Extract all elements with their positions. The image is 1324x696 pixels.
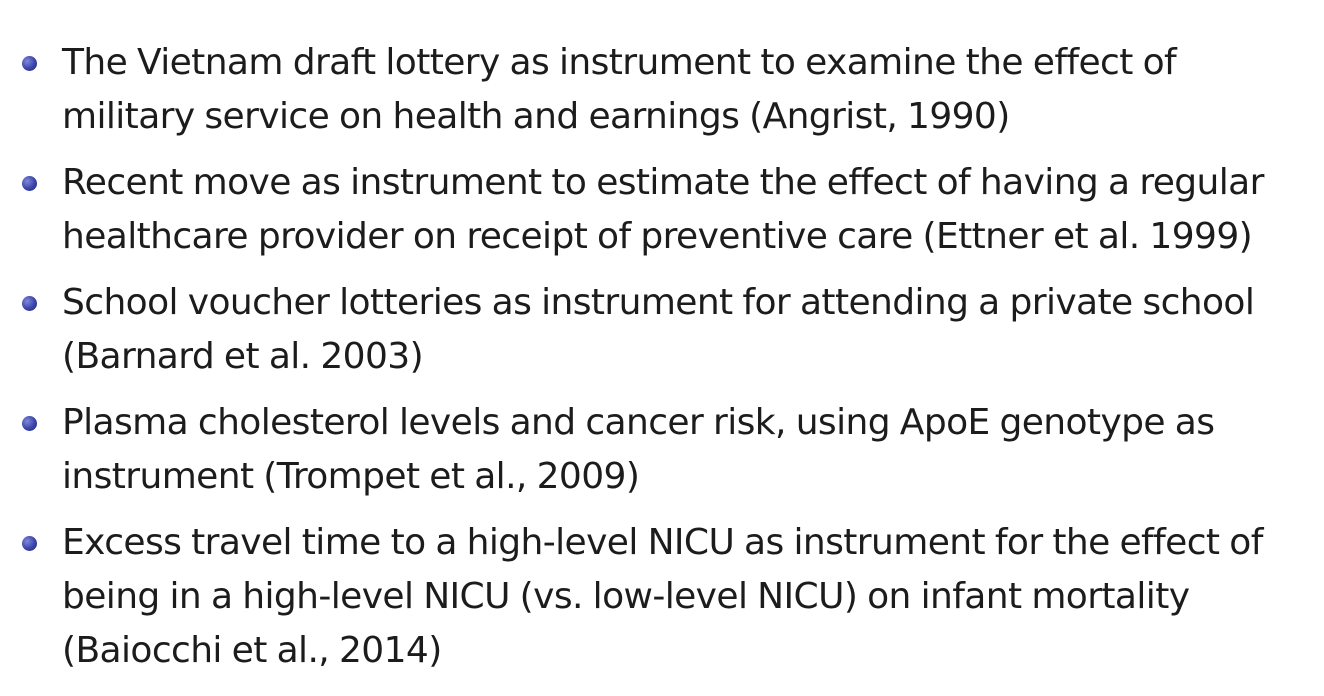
- bullet-list: The Vietnam draft lottery as instrument …: [0, 36, 1324, 678]
- bullet-text: Plasma cholesterol levels and cancer ris…: [62, 402, 1215, 497]
- bullet-text: School voucher lotteries as instrument f…: [62, 282, 1255, 377]
- list-item: The Vietnam draft lottery as instrument …: [0, 36, 1324, 144]
- list-item: Excess travel time to a high-level NICU …: [0, 516, 1324, 678]
- bullet-dot-icon: [22, 56, 37, 71]
- bullet-text: Excess travel time to a high-level NICU …: [62, 522, 1263, 671]
- bullet-text: The Vietnam draft lottery as instrument …: [62, 42, 1177, 137]
- bullet-dot-icon: [22, 296, 37, 311]
- list-item: Plasma cholesterol levels and cancer ris…: [0, 396, 1324, 504]
- bullet-dot-icon: [22, 536, 37, 551]
- list-item: Recent move as instrument to estimate th…: [0, 156, 1324, 264]
- bullet-text: Recent move as instrument to estimate th…: [62, 162, 1264, 257]
- list-item: School voucher lotteries as instrument f…: [0, 276, 1324, 384]
- bullet-dot-icon: [22, 416, 37, 431]
- bullet-dot-icon: [22, 176, 37, 191]
